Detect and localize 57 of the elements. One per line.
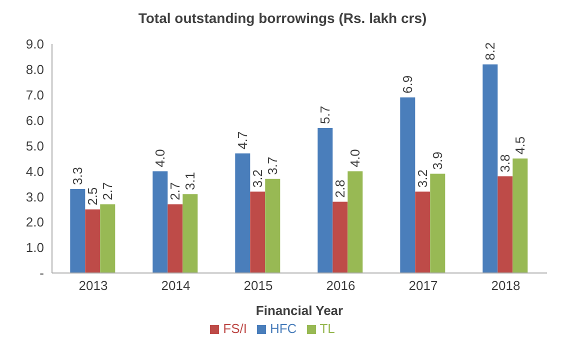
x-tick-label: 2016	[326, 278, 356, 294]
bar	[415, 192, 430, 273]
y-tick-label: 4.0	[26, 164, 44, 179]
data-label: 6.9	[400, 75, 416, 94]
y-tick-label: 2.0	[26, 214, 44, 230]
bar	[168, 204, 183, 273]
bar	[152, 171, 168, 273]
data-label: 4.7	[235, 131, 250, 150]
bar	[400, 97, 416, 273]
y-tick-label: 6.0	[26, 112, 44, 128]
x-tick-label: 2017	[408, 278, 438, 294]
chart-title: Total outstanding borrowings (Rs. lakh crs)	[137, 9, 428, 28]
x-tick-label: 2014	[161, 278, 190, 294]
x-tick-label: 2015	[244, 278, 273, 294]
bar	[348, 171, 363, 273]
bar	[498, 176, 513, 273]
data-label: 8.2	[482, 42, 498, 60]
data-label: 4.0	[348, 149, 363, 168]
bar	[482, 64, 498, 273]
data-label: 3.7	[265, 156, 280, 175]
x-axis-title: Financial Year	[256, 303, 344, 318]
bar	[85, 209, 100, 273]
data-label: 2.8	[332, 180, 348, 198]
data-label: 3.9	[430, 152, 446, 170]
bar	[318, 128, 333, 273]
y-tick-label: 1.0	[26, 240, 44, 256]
bar	[512, 158, 528, 273]
data-label: 3.2	[250, 170, 266, 188]
x-tick-label: 2013	[78, 278, 108, 294]
y-tick-label: 7.0	[26, 88, 44, 103]
y-tick-label: 8.0	[26, 62, 44, 78]
y-tick-label: 5.0	[26, 138, 44, 154]
bar	[182, 194, 198, 273]
data-label: 5.7	[318, 106, 333, 124]
bar	[250, 192, 266, 273]
y-tick-label: -	[40, 266, 44, 281]
bar	[235, 153, 250, 273]
legend-label: FS/I	[223, 321, 247, 336]
data-label: 2.5	[85, 187, 100, 206]
legend-label: TL	[320, 321, 335, 336]
data-label: 3.2	[415, 170, 430, 188]
bar	[332, 202, 348, 273]
bar	[70, 189, 86, 273]
data-label: 3.1	[182, 172, 198, 190]
bar	[265, 178, 280, 273]
legend-label: HFC	[270, 321, 297, 336]
data-label: 2.7	[100, 182, 116, 200]
y-tick-label: 3.0	[26, 189, 44, 204]
data-label: 3.8	[498, 154, 513, 172]
data-label: 4.0	[152, 149, 168, 168]
data-label: 2.7	[168, 182, 183, 200]
bar	[430, 174, 446, 273]
y-tick-label: 9.0	[26, 36, 44, 52]
bar	[100, 204, 116, 273]
x-tick-label: 2018	[491, 278, 520, 294]
data-label: 4.5	[512, 136, 528, 154]
data-label: 3.3	[70, 166, 86, 186]
